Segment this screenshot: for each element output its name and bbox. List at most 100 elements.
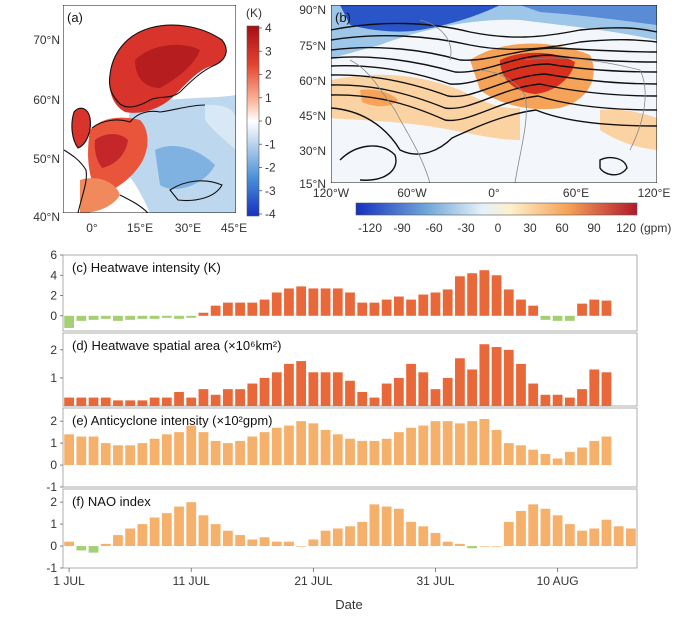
bar: [88, 436, 99, 466]
bar: [430, 421, 441, 466]
map-a-colorbar-tick-label: -3: [265, 184, 276, 198]
bar: [430, 292, 441, 316]
bar: [393, 377, 404, 406]
bar: [540, 394, 551, 406]
bar: [552, 315, 563, 321]
bar: [284, 363, 294, 406]
y-tick-label: 2: [50, 414, 57, 428]
bar: [393, 508, 404, 547]
bar: [222, 443, 233, 466]
map-b-colorbar: -120 -90 -60 -30 0 30 60 90 120 (gpm): [355, 202, 671, 235]
map-b-lat-label: 15°N: [299, 177, 326, 191]
bar: [516, 299, 526, 316]
bar: [467, 546, 478, 549]
bar: [100, 397, 111, 406]
bar: [418, 294, 429, 316]
bar: [369, 302, 380, 316]
bar: [186, 502, 197, 547]
bar: [247, 436, 258, 466]
bar: [222, 530, 233, 547]
bar: [357, 302, 368, 316]
panel-f: 2 1 0 -1 (f) NAO index: [46, 488, 638, 575]
bar: [308, 288, 319, 316]
bar: [198, 312, 209, 316]
bar: [284, 541, 294, 547]
map-b-colorbar-tick-label: 60: [555, 221, 569, 235]
map-a-lon-label: 15°E: [127, 221, 153, 235]
map-a-lon-label: 0°: [86, 221, 98, 235]
bar: [540, 454, 551, 466]
bar: [149, 438, 160, 466]
bar: [284, 425, 294, 466]
map-a-lat-label: 40°N: [33, 210, 60, 224]
bar: [601, 372, 612, 406]
bar: [369, 504, 380, 547]
bar: [174, 506, 184, 547]
bar: [149, 315, 160, 319]
bar: [381, 383, 392, 406]
x-axis: 1 JUL 11 JUL 21 JUL 31 JUL 10 AUG: [53, 568, 579, 588]
bar: [345, 438, 355, 466]
bar: [198, 432, 209, 466]
bar: [552, 458, 563, 466]
bar: [320, 288, 331, 316]
bar: [442, 541, 453, 547]
bar: [577, 530, 587, 547]
y-tick-label: 6: [50, 248, 57, 262]
bar: [601, 300, 612, 316]
x-tick-label: 10 AUG: [537, 574, 579, 588]
y-tick-label: 1: [50, 371, 57, 385]
bar: [345, 380, 355, 406]
y-tick-label: 2: [50, 495, 57, 509]
bar: [467, 421, 478, 466]
bar: [418, 526, 429, 547]
bar: [76, 315, 87, 321]
map-a-lon-label: 45°E: [221, 221, 247, 235]
bar: [210, 440, 221, 466]
panel-title: (e) Anticyclone intensity (×10²gpm): [72, 413, 273, 428]
bar: [271, 427, 282, 466]
bar: [589, 440, 600, 466]
bar-panels: 6 4 2 0 (c) Heatwave intensity (K) 2 1 (d) Heat…: [46, 248, 638, 575]
bar: [137, 524, 148, 547]
bar: [198, 515, 209, 547]
bar: [552, 515, 563, 547]
y-tick-label: 2: [50, 343, 57, 357]
bar: [455, 543, 465, 547]
bar: [125, 400, 136, 406]
map-a-colorbar-unit: (K): [246, 6, 262, 20]
bar: [381, 506, 392, 547]
map-b-lon-label: 0°: [488, 186, 500, 200]
bar: [64, 397, 74, 406]
bar: [271, 541, 282, 547]
bar: [601, 436, 612, 466]
bar: [296, 421, 307, 466]
bar: [137, 315, 148, 319]
bar: [161, 513, 172, 547]
map-b-lat-label: 60°N: [299, 74, 326, 88]
bar: [332, 528, 343, 547]
bar: [577, 303, 587, 316]
y-tick-label: 0: [50, 309, 57, 323]
bar: [406, 521, 416, 547]
map-b-colorbar-unit: (gpm): [640, 221, 671, 235]
bar: [393, 296, 404, 316]
map-b-lat-label: 45°N: [299, 109, 326, 123]
bar: [174, 391, 184, 406]
x-tick-label: 31 JUL: [416, 574, 454, 588]
bar: [210, 305, 221, 316]
map-b-colorbar-tick-label: -60: [425, 221, 443, 235]
map-b-lat-label: 90°N: [299, 3, 326, 17]
bar: [406, 299, 416, 316]
bar: [284, 288, 294, 316]
bar: [491, 546, 502, 547]
bar: [137, 443, 148, 466]
bar: [503, 521, 514, 547]
bar: [88, 397, 99, 406]
map-a-colorbar-tick-label: -1: [265, 137, 276, 151]
map-a-colorbar-tick-label: -4: [265, 207, 276, 221]
bar: [467, 273, 478, 316]
bar: [528, 504, 539, 547]
bar: [332, 434, 343, 466]
map-b-lat-label: 30°N: [299, 144, 326, 158]
